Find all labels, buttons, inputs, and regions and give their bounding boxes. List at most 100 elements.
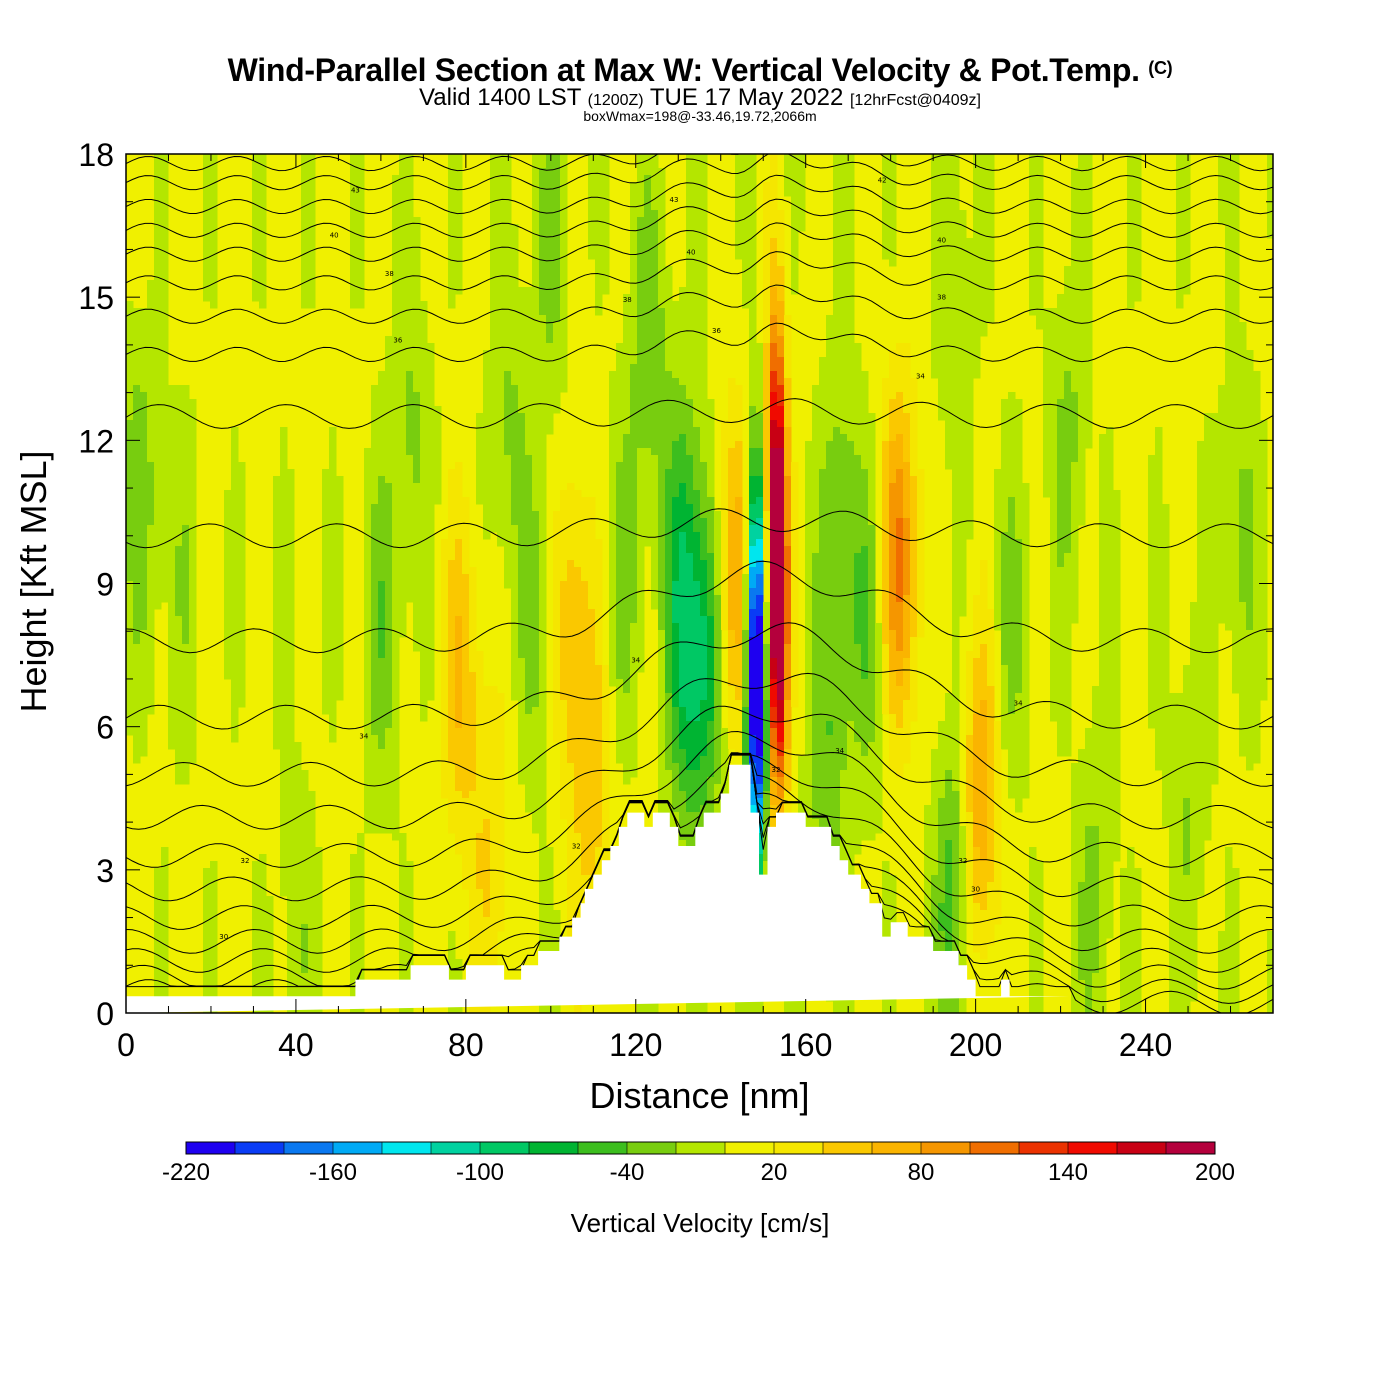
w-cell bbox=[651, 238, 659, 246]
w-cell bbox=[980, 182, 988, 190]
w-cell bbox=[623, 462, 631, 470]
w-cell bbox=[1071, 476, 1079, 484]
w-cell bbox=[637, 252, 645, 260]
w-cell bbox=[826, 406, 834, 414]
w-cell bbox=[1113, 511, 1121, 519]
w-cell bbox=[553, 238, 561, 246]
w-cell bbox=[973, 175, 981, 183]
w-cell bbox=[511, 385, 519, 393]
w-cell bbox=[280, 553, 288, 561]
w-cell bbox=[231, 511, 239, 519]
w-cell bbox=[497, 252, 505, 260]
w-cell bbox=[812, 518, 820, 526]
w-cell bbox=[917, 560, 925, 568]
w-cell bbox=[1057, 532, 1065, 540]
w-cell bbox=[952, 182, 960, 190]
w-cell bbox=[1218, 483, 1226, 491]
w-cell bbox=[784, 427, 792, 435]
w-cell bbox=[931, 280, 939, 288]
w-cell bbox=[1225, 560, 1233, 568]
w-cell bbox=[203, 280, 211, 288]
w-cell bbox=[161, 469, 169, 477]
w-cell bbox=[490, 322, 498, 330]
w-cell bbox=[861, 385, 869, 393]
w-cell bbox=[574, 532, 582, 540]
w-cell bbox=[553, 259, 561, 267]
w-cell bbox=[1071, 546, 1079, 554]
w-cell bbox=[161, 168, 169, 176]
w-cell bbox=[126, 343, 134, 351]
w-cell bbox=[1211, 448, 1219, 456]
w-cell bbox=[749, 539, 757, 547]
w-cell bbox=[168, 532, 176, 540]
w-cell bbox=[1225, 364, 1233, 372]
w-cell bbox=[658, 560, 666, 568]
w-cell bbox=[693, 434, 701, 442]
w-cell bbox=[490, 287, 498, 295]
w-cell bbox=[1246, 560, 1254, 568]
w-cell bbox=[686, 511, 694, 519]
w-cell bbox=[406, 154, 414, 162]
w-cell bbox=[322, 518, 330, 526]
w-cell bbox=[728, 462, 736, 470]
valid-time: Valid 1400 LST bbox=[419, 84, 581, 111]
w-cell bbox=[259, 168, 267, 176]
w-cell bbox=[1029, 252, 1037, 260]
w-cell bbox=[784, 392, 792, 400]
w-cell bbox=[693, 364, 701, 372]
w-cell bbox=[826, 315, 834, 323]
w-cell bbox=[868, 434, 876, 442]
w-cell bbox=[987, 301, 995, 309]
w-cell bbox=[287, 469, 295, 477]
w-cell bbox=[777, 434, 785, 442]
w-cell bbox=[350, 224, 358, 232]
w-cell bbox=[539, 399, 547, 407]
w-cell bbox=[735, 525, 743, 533]
w-cell bbox=[154, 168, 162, 176]
w-cell bbox=[1232, 378, 1240, 386]
w-cell bbox=[1022, 497, 1030, 505]
w-cell bbox=[301, 259, 309, 267]
w-cell bbox=[658, 182, 666, 190]
w-cell bbox=[133, 336, 141, 344]
w-cell bbox=[1078, 441, 1086, 449]
w-cell bbox=[658, 378, 666, 386]
w-cell bbox=[903, 553, 911, 561]
w-cell bbox=[406, 217, 414, 225]
w-cell bbox=[399, 518, 407, 526]
w-cell bbox=[847, 378, 855, 386]
w-cell bbox=[805, 469, 813, 477]
w-cell bbox=[1015, 525, 1023, 533]
w-cell bbox=[763, 399, 771, 407]
w-cell bbox=[1015, 483, 1023, 491]
w-cell bbox=[1050, 490, 1058, 498]
w-cell bbox=[413, 434, 421, 442]
w-cell bbox=[448, 553, 456, 561]
w-cell bbox=[910, 560, 918, 568]
w-cell bbox=[1043, 392, 1051, 400]
w-cell bbox=[735, 476, 743, 484]
w-cell bbox=[504, 434, 512, 442]
w-cell bbox=[182, 546, 190, 554]
w-cell bbox=[847, 287, 855, 295]
w-cell bbox=[420, 399, 428, 407]
w-cell bbox=[322, 511, 330, 519]
w-cell bbox=[280, 441, 288, 449]
w-cell bbox=[609, 413, 617, 421]
w-cell bbox=[371, 448, 379, 456]
w-cell bbox=[686, 455, 694, 463]
w-cell bbox=[518, 525, 526, 533]
w-cell bbox=[504, 245, 512, 253]
w-cell bbox=[252, 161, 260, 169]
w-cell bbox=[609, 504, 617, 512]
w-cell bbox=[1099, 462, 1107, 470]
w-cell bbox=[553, 189, 561, 197]
w-cell bbox=[189, 490, 197, 498]
w-cell bbox=[1127, 273, 1135, 281]
w-cell bbox=[553, 224, 561, 232]
w-cell bbox=[154, 399, 162, 407]
w-cell bbox=[700, 224, 708, 232]
w-cell bbox=[763, 203, 771, 211]
w-cell bbox=[735, 483, 743, 491]
w-cell bbox=[693, 546, 701, 554]
